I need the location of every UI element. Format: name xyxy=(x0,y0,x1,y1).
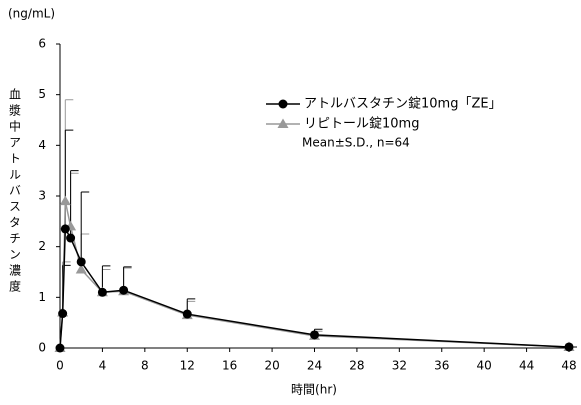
x-tick-label: 12 xyxy=(180,359,195,373)
data-point xyxy=(55,343,65,353)
y-tick-label: 0 xyxy=(38,341,46,355)
data-point xyxy=(97,287,107,297)
y-tick-label: 1 xyxy=(38,290,46,304)
data-point xyxy=(60,224,70,234)
x-tick-label: 44 xyxy=(519,359,534,373)
x-tick-label: 4 xyxy=(99,359,107,373)
x-tick-label: 24 xyxy=(307,359,322,373)
legend-label: アトルバスタチン錠10mg「ZE」 xyxy=(304,97,502,112)
error-bar xyxy=(64,99,74,202)
x-tick-label: 32 xyxy=(392,359,407,373)
data-point xyxy=(310,330,319,340)
error-bar xyxy=(80,191,90,262)
data-point xyxy=(59,195,71,206)
legend-label: リピトール錠10mg xyxy=(304,117,419,132)
error-bar xyxy=(70,172,79,227)
y-axis-label: 血漿中アトルバスタチン濃度 xyxy=(8,88,22,296)
legend-marker xyxy=(277,118,289,128)
y-tick-label: 3 xyxy=(38,189,46,203)
x-tick-label: 8 xyxy=(141,359,149,373)
data-point xyxy=(564,342,574,352)
data-point xyxy=(76,257,86,267)
x-tick-label: 40 xyxy=(477,359,492,373)
x-tick-label: 16 xyxy=(222,359,237,373)
x-tick-label: 48 xyxy=(561,359,576,373)
x-tick-label: 0 xyxy=(56,359,64,373)
data-point xyxy=(182,309,192,319)
series-line xyxy=(59,226,570,349)
annotation: Mean±S.D., n=64 xyxy=(302,136,410,150)
error-bar xyxy=(64,129,74,229)
data-point xyxy=(119,285,129,295)
y-unit: (ng/mL) xyxy=(8,7,55,21)
data-point xyxy=(75,263,87,274)
y-tick-label: 4 xyxy=(38,138,46,152)
data-point xyxy=(58,309,68,319)
x-tick-label: 20 xyxy=(264,359,279,373)
x-tick-label: 36 xyxy=(434,359,449,373)
y-tick-label: 6 xyxy=(38,37,46,51)
y-tick-label: 2 xyxy=(38,239,46,253)
x-tick-label: 28 xyxy=(349,359,364,373)
x-axis-label: 時間(hr) xyxy=(291,383,337,397)
series-line xyxy=(59,200,570,349)
data-point xyxy=(66,233,76,243)
legend-marker xyxy=(278,99,288,109)
y-tick-label: 5 xyxy=(38,87,46,101)
